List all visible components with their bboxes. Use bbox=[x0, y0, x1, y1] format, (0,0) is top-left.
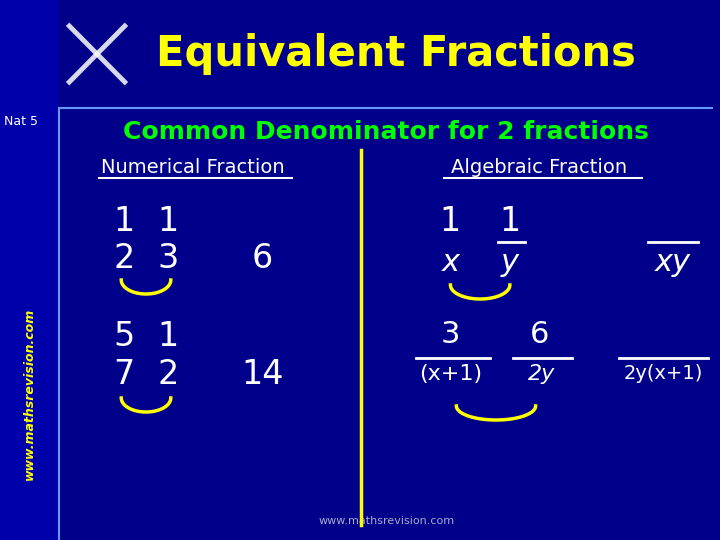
Text: 2y: 2y bbox=[528, 364, 555, 384]
Text: y: y bbox=[501, 248, 519, 277]
Text: 6: 6 bbox=[530, 320, 549, 349]
Text: Algebraic Fraction: Algebraic Fraction bbox=[451, 158, 628, 177]
Text: www.mathsrevision.com: www.mathsrevision.com bbox=[23, 308, 36, 480]
Text: 6: 6 bbox=[252, 242, 273, 275]
FancyBboxPatch shape bbox=[60, 0, 713, 108]
Text: 5: 5 bbox=[113, 320, 135, 353]
Text: x: x bbox=[441, 248, 459, 277]
FancyBboxPatch shape bbox=[0, 0, 60, 540]
Text: Equivalent Fractions: Equivalent Fractions bbox=[156, 33, 636, 75]
Text: Numerical Fraction: Numerical Fraction bbox=[102, 158, 285, 177]
Text: 1: 1 bbox=[440, 205, 461, 238]
Text: 1: 1 bbox=[499, 205, 521, 238]
Text: 3: 3 bbox=[158, 242, 179, 275]
Text: 14: 14 bbox=[241, 358, 284, 391]
Text: xy: xy bbox=[655, 248, 691, 277]
Text: Nat 5: Nat 5 bbox=[4, 115, 38, 128]
Text: 1: 1 bbox=[158, 205, 179, 238]
Text: 3: 3 bbox=[441, 320, 460, 349]
Text: www.mathsrevision.com: www.mathsrevision.com bbox=[318, 516, 454, 526]
Text: 7: 7 bbox=[113, 358, 135, 391]
Text: 1: 1 bbox=[158, 320, 179, 353]
Text: 2: 2 bbox=[158, 358, 179, 391]
Text: 1: 1 bbox=[113, 205, 135, 238]
Text: 2: 2 bbox=[113, 242, 135, 275]
Text: 2y(x+1): 2y(x+1) bbox=[624, 364, 703, 383]
Text: Common Denominator for 2 fractions: Common Denominator for 2 fractions bbox=[123, 120, 649, 144]
Text: (x+1): (x+1) bbox=[419, 364, 482, 384]
